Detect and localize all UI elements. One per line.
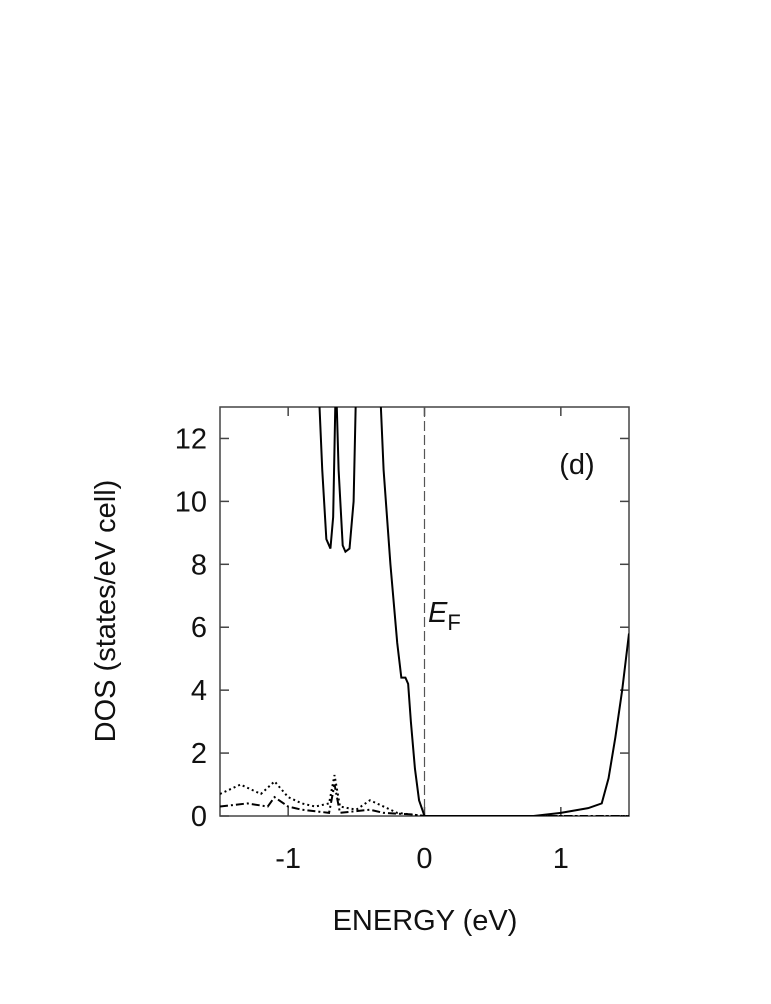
dos-line (318, 407, 629, 816)
dos-line (220, 784, 629, 816)
x-tick-label: -1 (275, 843, 301, 875)
y-tick-label: 10 (175, 486, 207, 518)
x-tick-label: 0 (416, 843, 432, 875)
annotation: (d) (559, 449, 594, 481)
y-tick-label: 6 (191, 612, 207, 644)
fermi-label-sub: F (447, 610, 460, 635)
fermi-label-main: E (428, 597, 448, 629)
x-axis-label: ENERGY (eV) (333, 905, 518, 937)
plot-area (220, 407, 629, 816)
fermi-label: EF (428, 597, 461, 635)
y-tick-label: 2 (191, 738, 207, 770)
y-axis-label: DOS (states/eV cell) (90, 480, 122, 743)
dos-line (220, 774, 629, 816)
y-tick-label: 12 (175, 423, 207, 455)
y-tick-label: 8 (191, 549, 207, 581)
y-tick-label: 0 (191, 801, 207, 833)
y-tick-label: 4 (191, 675, 207, 707)
x-tick-label: 1 (553, 843, 569, 875)
